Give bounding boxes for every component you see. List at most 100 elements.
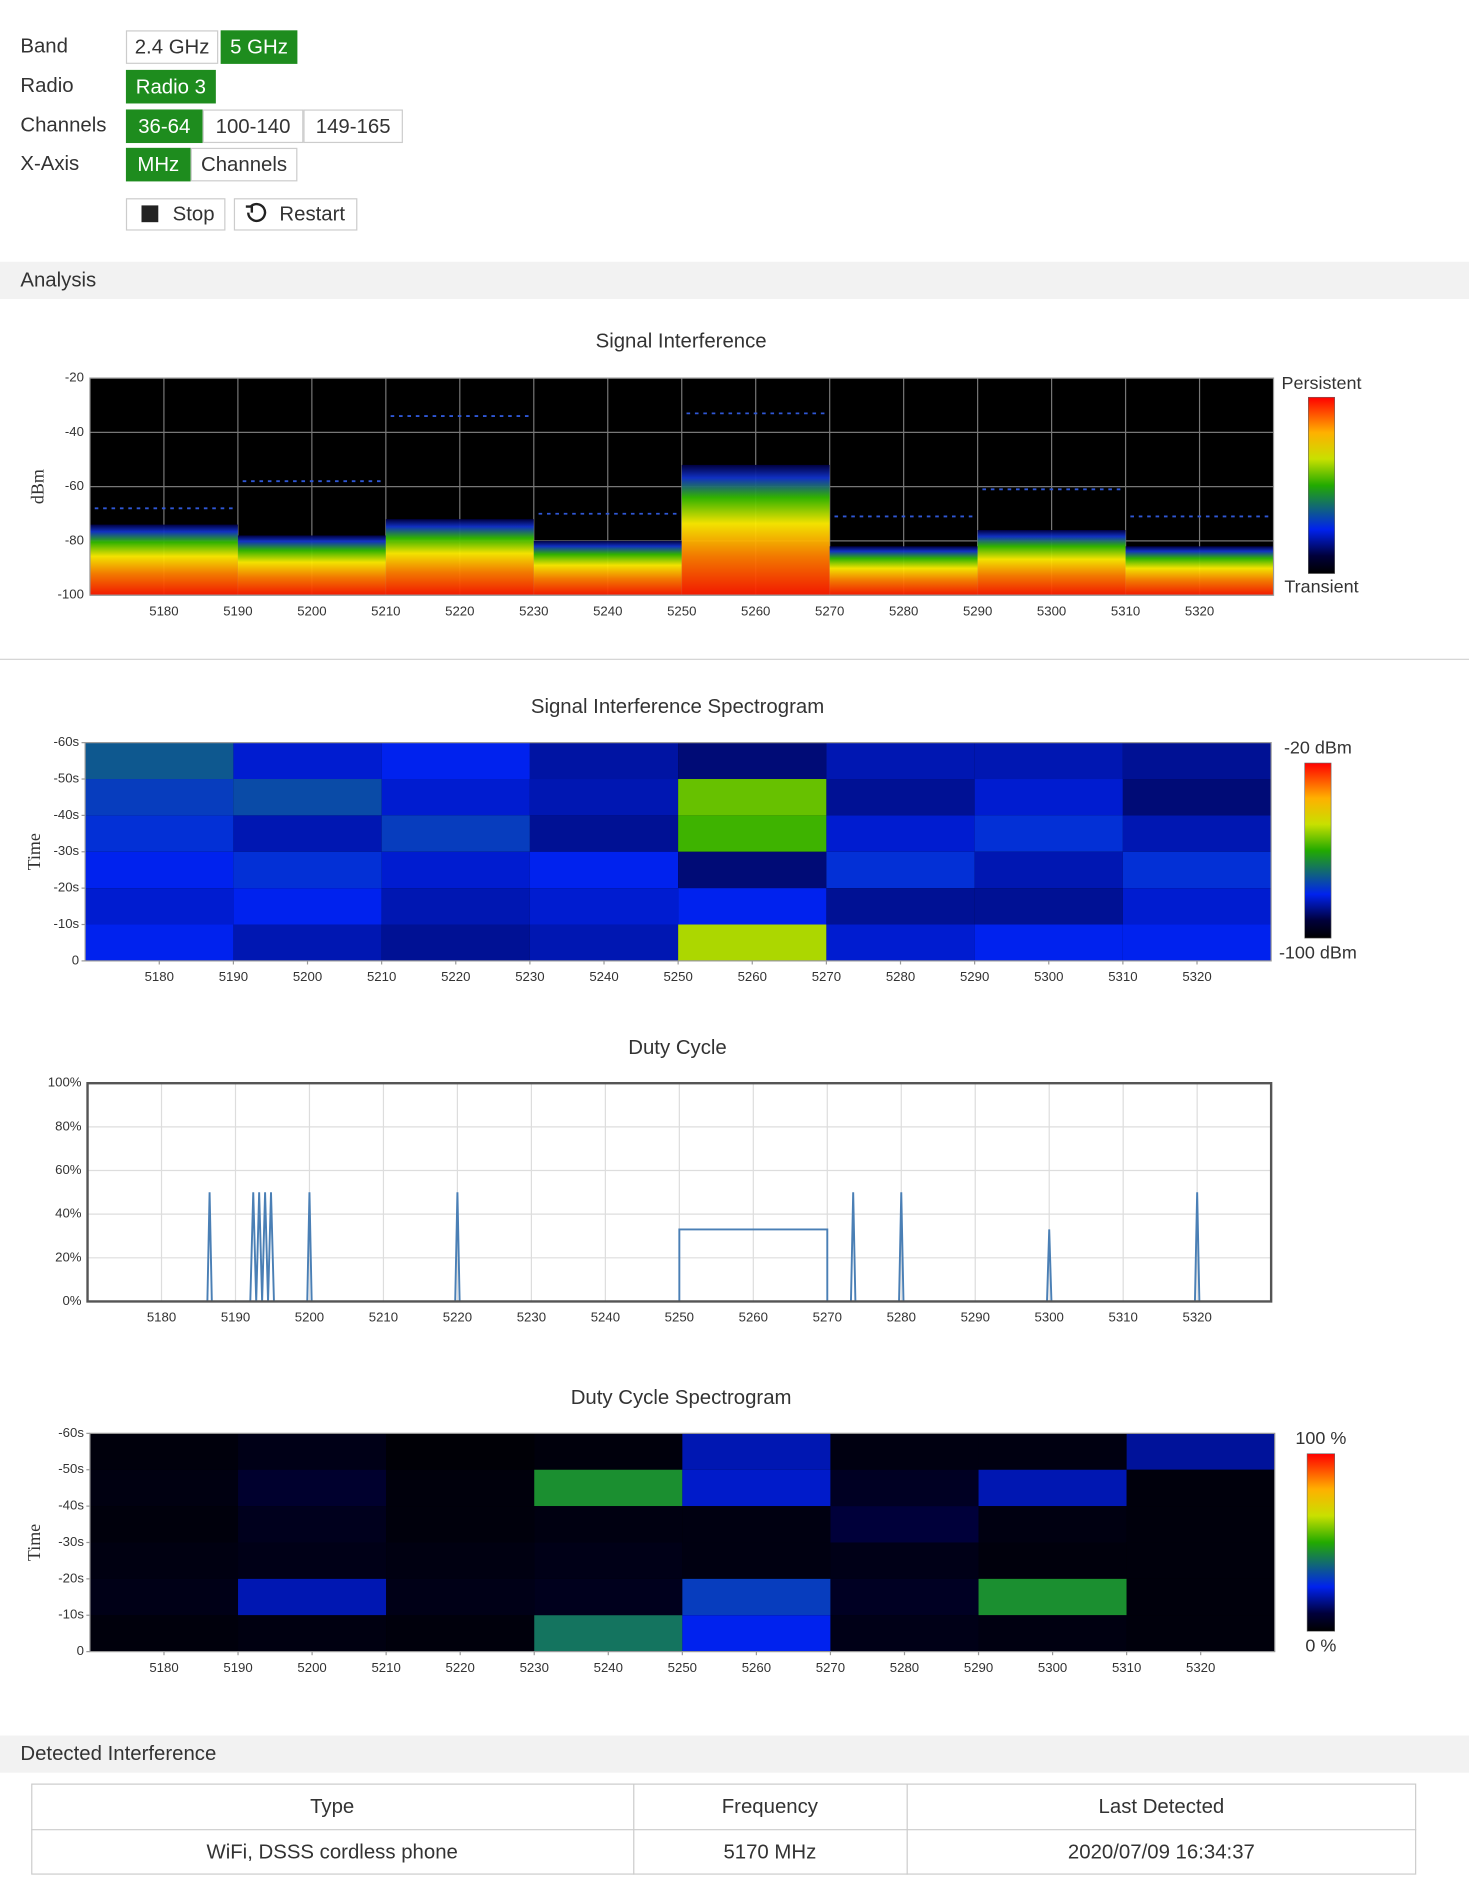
x-tick-label: 5290	[964, 1660, 993, 1675]
x-tick-label: 5200	[297, 603, 326, 618]
heatmap-cell	[682, 1506, 831, 1543]
heatmap-cell	[830, 1433, 979, 1470]
toggle-bg	[190, 147, 298, 182]
x-tick-label: 5240	[593, 603, 622, 618]
x-tick-label: 5320	[1185, 603, 1214, 618]
heatmap-cell	[1122, 815, 1272, 852]
density-band	[89, 524, 238, 596]
action-button[interactable]: Stop	[125, 198, 226, 231]
table-cell: WiFi, DSSS cordless phone	[206, 1841, 457, 1863]
heatmap-cell	[1122, 742, 1272, 780]
heatmap-cell	[386, 1469, 535, 1507]
density-band	[1125, 546, 1274, 596]
x-tick-label: 5220	[445, 603, 474, 618]
heatmap-cell	[89, 1615, 239, 1652]
toggle-button[interactable]: 36-64	[125, 109, 203, 144]
heatmap-cell	[238, 1506, 387, 1543]
heatmap-cell	[1126, 1542, 1275, 1579]
y-tick-label: 0%	[62, 1293, 81, 1308]
y-tick-label: 60%	[55, 1162, 82, 1177]
x-tick-label: 5190	[223, 603, 252, 618]
y-tick-label: 0	[77, 1643, 84, 1658]
heatmap-cell	[974, 815, 1123, 852]
heatmap-cell	[682, 1469, 831, 1507]
heatmap-cell	[826, 742, 975, 780]
action-button[interactable]: Restart	[233, 198, 358, 231]
heatmap-cell	[1122, 888, 1272, 925]
toggle-label: 5 GHz	[230, 37, 288, 59]
x-tick-label: 5210	[371, 1660, 400, 1675]
toggle-button[interactable]: Channels	[190, 147, 298, 182]
heatmap-cell	[978, 1433, 1127, 1470]
toggle-label: MHz	[137, 154, 179, 176]
control-label: X-Axis	[20, 153, 79, 175]
x-tick-label: 5220	[441, 969, 470, 984]
x-tick-label: 5280	[889, 603, 918, 618]
colorbar-label: -100 dBm	[1279, 942, 1357, 962]
colorbar	[1304, 762, 1332, 939]
x-tick-label: 5190	[223, 1660, 252, 1675]
heatmap-cell	[682, 1615, 831, 1652]
x-tick-label: 5250	[668, 1660, 697, 1675]
colorbar	[1306, 1453, 1335, 1632]
heatmap-cell	[978, 1542, 1127, 1579]
heatmap-cell	[1126, 1469, 1275, 1507]
x-tick-label: 5230	[520, 1660, 549, 1675]
x-tick-label: 5180	[149, 1660, 178, 1675]
x-tick-label: 5190	[221, 1310, 250, 1325]
x-tick-label: 5180	[147, 1310, 176, 1325]
section-title: Detected Interference	[20, 1743, 216, 1765]
x-tick-label: 5210	[367, 969, 396, 984]
x-tick-label: 5220	[446, 1660, 475, 1675]
heatmap-cell	[238, 1615, 387, 1652]
y-tick-label: -10s	[53, 916, 79, 931]
toggle-button[interactable]: 100-140	[202, 109, 304, 144]
y-tick-label: -30s	[53, 843, 79, 858]
x-tick-label: 5280	[890, 1660, 919, 1675]
toggle-button[interactable]: 5 GHz	[220, 30, 298, 64]
x-tick-label: 5270	[815, 603, 844, 618]
toggle-button[interactable]: 2.4 GHz	[125, 30, 219, 64]
toggle-label: 36-64	[138, 116, 190, 138]
heatmap-cell	[1122, 779, 1272, 816]
heatmap-cell	[974, 851, 1123, 889]
heatmap-cell	[85, 851, 234, 889]
toggle-button[interactable]: 149-165	[303, 109, 403, 144]
heatmap-cell	[89, 1578, 239, 1616]
x-tick-label: 5200	[293, 969, 322, 984]
heatmap-cell	[529, 851, 679, 889]
x-tick-label: 5310	[1111, 603, 1140, 618]
heatmap-cell	[678, 888, 827, 925]
heatmap-cell	[386, 1433, 535, 1470]
heatmap-cell	[381, 888, 530, 925]
x-tick-label: 5250	[663, 969, 692, 984]
heatmap-cell	[233, 924, 382, 961]
x-tick-label: 5260	[741, 603, 770, 618]
heatmap-cell	[529, 888, 679, 925]
y-tick-label: -80	[65, 532, 84, 547]
heatmap-cell	[386, 1578, 535, 1616]
x-tick-label: 5230	[515, 969, 544, 984]
toggle-button[interactable]: MHz	[125, 147, 191, 182]
toggle-bg	[202, 109, 304, 144]
toggle-label: 149-165	[316, 116, 391, 138]
heatmap-cell	[830, 1469, 979, 1507]
heatmap-cell	[978, 1506, 1127, 1543]
y-tick-label: -20	[65, 370, 84, 385]
y-tick-label: 100%	[48, 1075, 82, 1090]
x-tick-label: 5180	[145, 969, 174, 984]
section-title: Analysis	[20, 269, 96, 291]
y-tick-label: -10s	[58, 1607, 84, 1622]
heatmap-cell	[233, 815, 382, 852]
heatmap-cell	[89, 1542, 239, 1579]
heatmap-cell	[386, 1506, 535, 1543]
density-band	[681, 464, 830, 596]
toggle-button[interactable]: Radio 3	[125, 69, 216, 104]
heatmap-cell	[974, 924, 1123, 961]
y-tick-label: 20%	[55, 1249, 82, 1264]
x-tick-label: 5300	[1034, 969, 1063, 984]
y-tick-label: -20s	[53, 880, 79, 895]
heatmap-cell	[1126, 1506, 1275, 1543]
x-tick-label: 5310	[1109, 1310, 1138, 1325]
x-tick-label: 5240	[589, 969, 618, 984]
